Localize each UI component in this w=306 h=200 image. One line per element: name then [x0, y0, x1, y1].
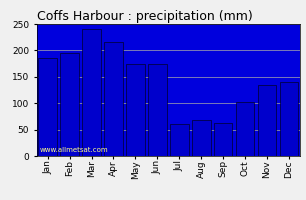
- Bar: [104, 42, 123, 156]
- Bar: [60, 53, 79, 156]
- Bar: [236, 102, 254, 156]
- Text: www.allmetsat.com: www.allmetsat.com: [39, 147, 108, 153]
- Bar: [258, 85, 276, 156]
- Bar: [170, 124, 188, 156]
- Bar: [192, 120, 211, 156]
- Bar: [148, 64, 167, 156]
- Bar: [126, 64, 145, 156]
- Bar: [214, 123, 233, 156]
- Bar: [280, 82, 298, 156]
- Bar: [82, 29, 101, 156]
- Bar: [38, 58, 57, 156]
- Text: Coffs Harbour : precipitation (mm): Coffs Harbour : precipitation (mm): [37, 10, 252, 23]
